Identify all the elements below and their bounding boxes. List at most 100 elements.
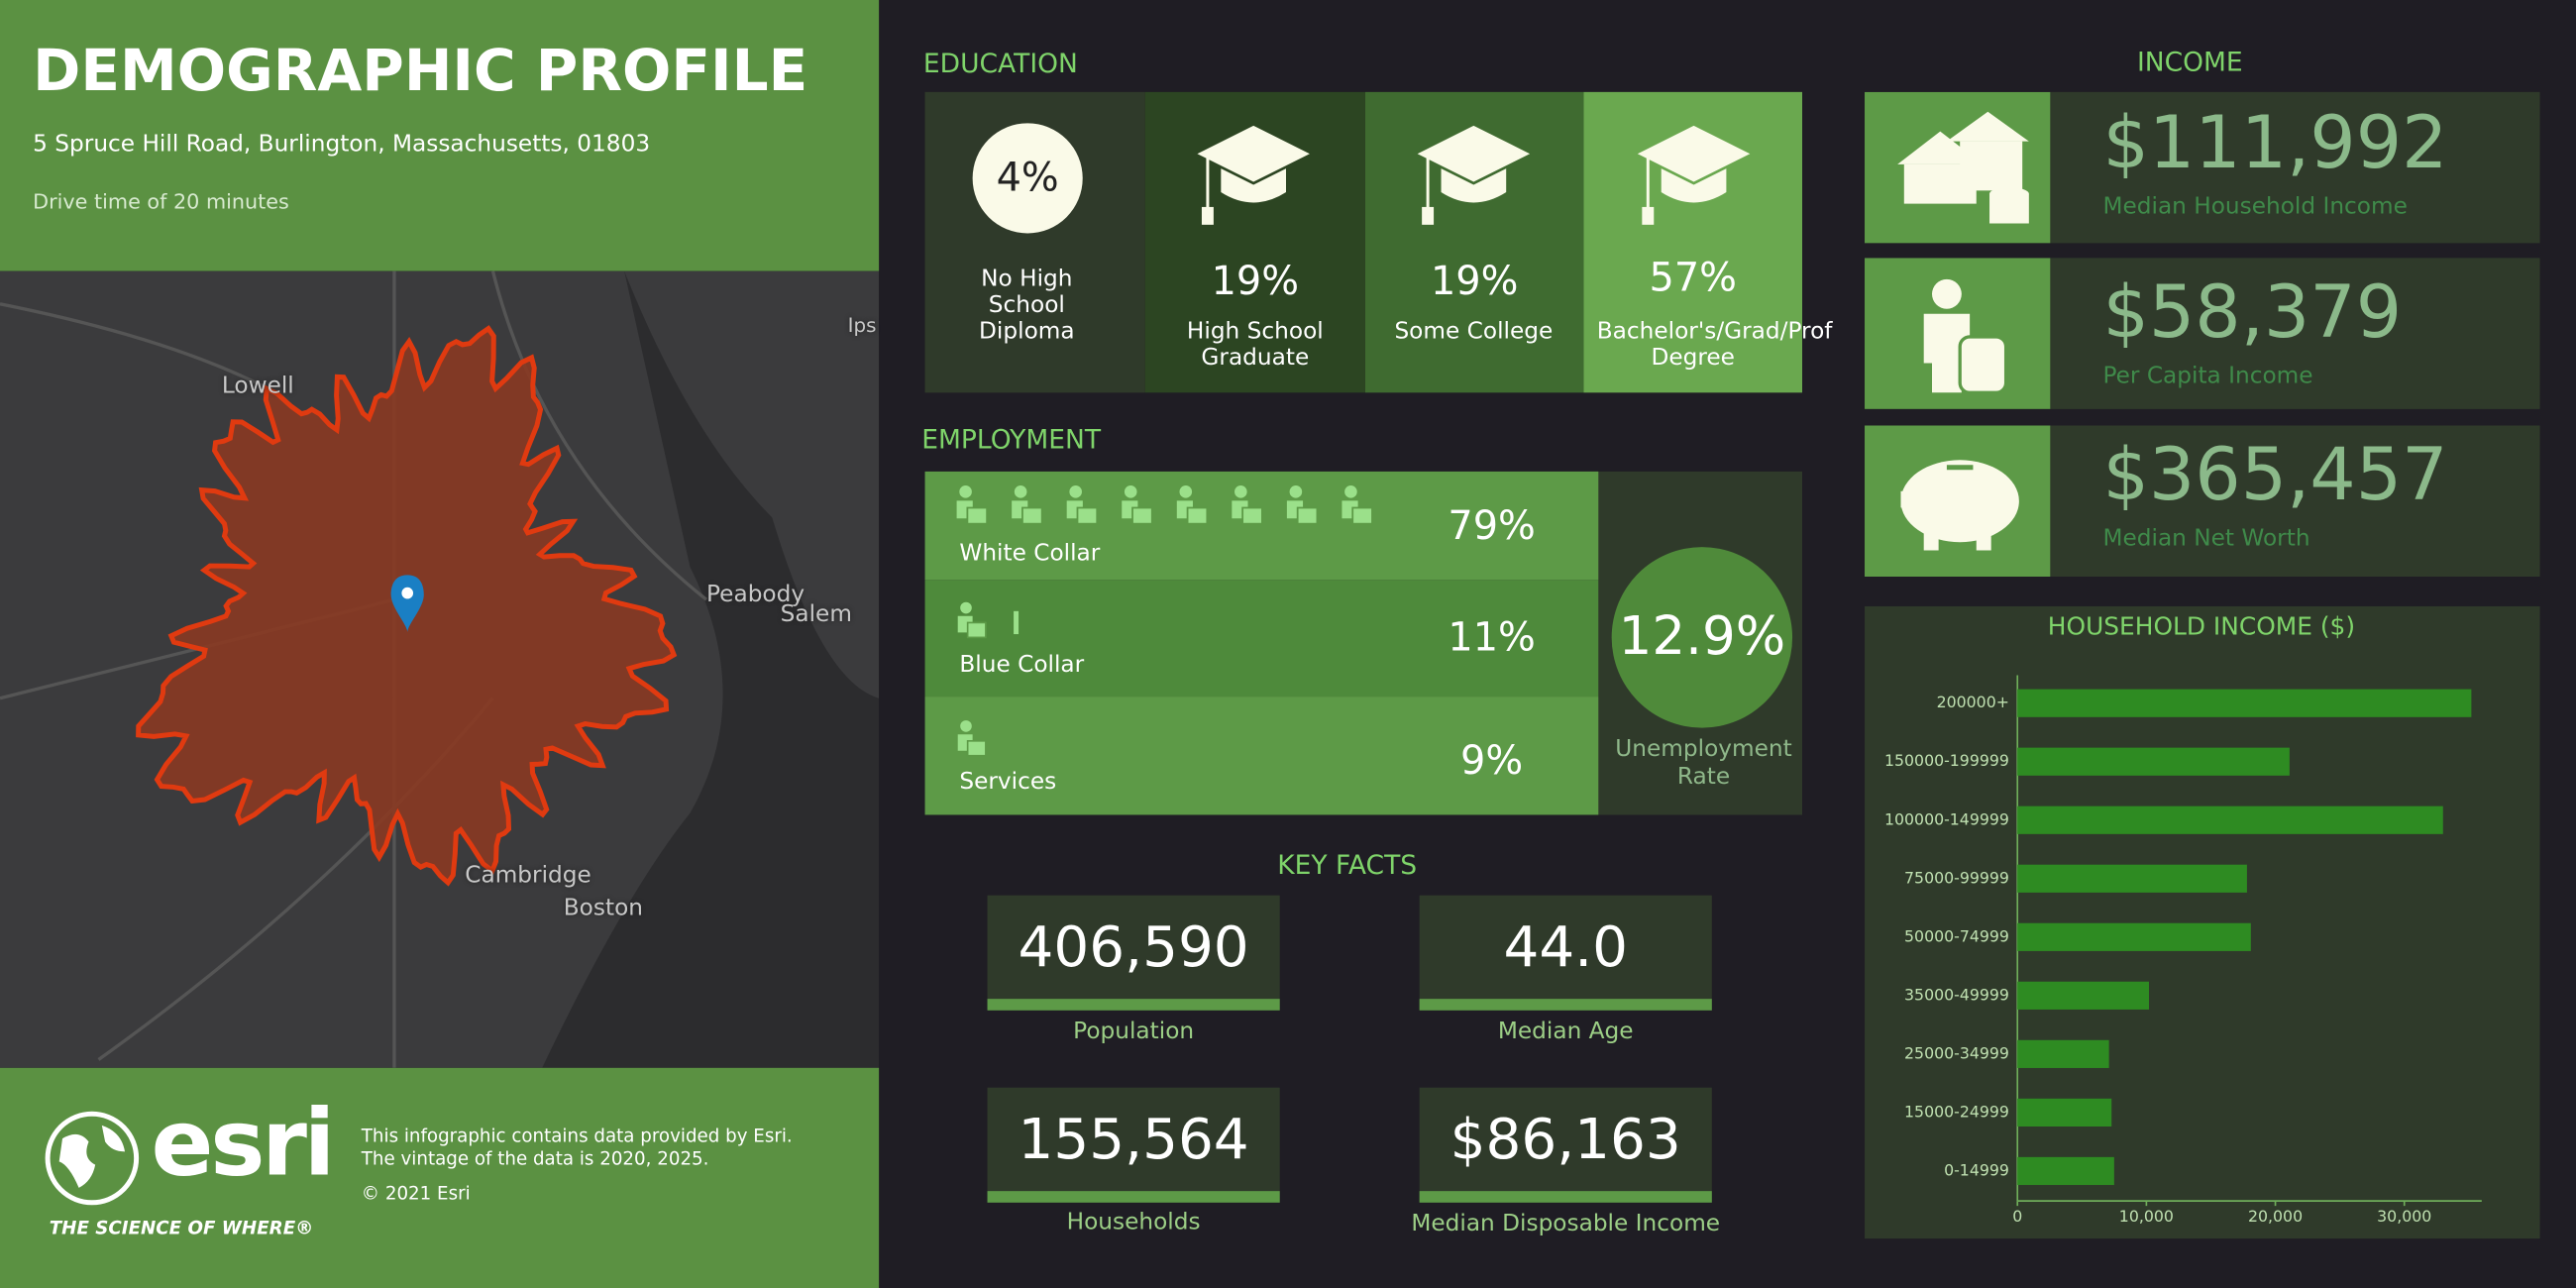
map-label: Ips [847, 313, 877, 337]
person-icon [1865, 258, 2051, 409]
subtitle: Drive time of 20 minutes [33, 188, 289, 214]
esri-tagline: THE SCIENCE OF WHERE® [49, 1217, 314, 1239]
fact-label: Households [1066, 1209, 1201, 1235]
fact-label: Median Disposable Income [1411, 1211, 1721, 1237]
emp-row [924, 471, 1599, 581]
map-label: Peabody [706, 581, 805, 608]
map-label: Cambridge [465, 862, 591, 890]
emp-row [924, 697, 1599, 815]
bar [2017, 1156, 2114, 1186]
y-tick-label: 25000-34999 [1904, 1043, 2009, 1062]
cap-icon [1636, 124, 1752, 227]
cap-icon [1195, 124, 1312, 227]
esri-brand: esri [151, 1091, 336, 1198]
edu-label: Some College [1394, 318, 1554, 346]
cap-icon [1416, 124, 1532, 227]
worker-icon [1011, 484, 1043, 525]
worker-icon [1121, 484, 1153, 525]
emp-value: 11% [1448, 614, 1536, 661]
x-tick-label: 20,000 [2248, 1207, 2303, 1226]
edu-value: 57% [1649, 255, 1737, 301]
worker-icon [955, 484, 989, 525]
worker-icons [955, 484, 1373, 525]
x-tick-label: 30,000 [2377, 1207, 2431, 1226]
fact-value: 155,564 [987, 1087, 1280, 1203]
emp-value: 79% [1448, 502, 1536, 549]
map-label: Lowell [221, 373, 294, 399]
unemp-label: Unemployment Rate [1615, 735, 1792, 791]
map [0, 270, 880, 1068]
bar [2017, 805, 2443, 834]
worker-icon [1175, 484, 1209, 525]
house-icon [1865, 91, 2051, 244]
income-value: $58,379 [2102, 270, 2403, 356]
title: DEMOGRAPHIC PROFILE [33, 39, 808, 106]
map-label: Boston [563, 895, 644, 922]
unemp-circle [1611, 547, 1793, 728]
map-label: Salem [780, 600, 852, 628]
fact-label: Median Age [1497, 1019, 1634, 1045]
y-tick-label: 200000+ [1937, 693, 2009, 711]
footer-panel [0, 1067, 880, 1288]
fact-value: $86,163 [1419, 1087, 1712, 1203]
footer-line: The vintage of the data is 2020, 2025. [361, 1148, 709, 1170]
income-label: Median Net Worth [2102, 525, 2310, 553]
esri-globe [45, 1111, 140, 1206]
income-label: Median Household Income [2102, 193, 2408, 221]
worker-icon [1065, 484, 1099, 525]
piggy-icon [1865, 425, 2051, 578]
emp-label: Blue Collar [959, 652, 1085, 679]
y-tick-label: 35000-49999 [1904, 985, 2009, 1004]
worker-icon [1231, 484, 1263, 525]
edu-label: Bachelor's/Grad/Prof Degree [1596, 318, 1833, 372]
edu-value: 19% [1430, 258, 1519, 304]
worker-icons [956, 719, 987, 757]
unemp-value: 12.9% [1618, 604, 1786, 668]
header-panel [0, 0, 880, 271]
edu-value: 19% [1211, 258, 1300, 304]
edu-value: 4% [996, 154, 1059, 201]
worker-icons [956, 600, 1020, 639]
section-title: INCOME [2136, 46, 2243, 77]
emp-label: White Collar [959, 540, 1101, 568]
income-label: Per Capita Income [2102, 363, 2313, 389]
footer-line: This infographic contains data provided … [361, 1125, 793, 1147]
bar [2017, 747, 2290, 776]
section-title: EDUCATION [922, 48, 1078, 79]
y-tick-label: 150000-199999 [1884, 751, 2009, 770]
edu-label: High School Graduate [1186, 318, 1324, 372]
y-tick-label: 75000-99999 [1904, 868, 2009, 887]
address: 5 Spruce Hill Road, Burlington, Massachu… [33, 131, 651, 159]
y-tick-label: 15000-24999 [1904, 1102, 2009, 1121]
emp-row [924, 580, 1599, 698]
y-tick-label: 0-14999 [1944, 1160, 2009, 1179]
edu-circle [972, 123, 1083, 234]
fact-value: 406,590 [987, 895, 1280, 1011]
footer-line: © 2021 Esri [361, 1182, 471, 1205]
emp-label: Services [959, 769, 1057, 796]
income-value: $365,457 [2102, 433, 2448, 518]
y-tick-label: 50000-74999 [1904, 926, 2009, 945]
bar [2017, 1098, 2112, 1127]
edu-label: No High School Diploma [979, 266, 1075, 346]
y-tick-label: 100000-149999 [1884, 809, 2009, 828]
emp-value: 9% [1460, 737, 1524, 784]
worker-icons [953, 484, 1397, 537]
bar [2017, 1039, 2109, 1068]
section-title: KEY FACTS [1277, 849, 1418, 881]
x-tick-label: 0 [2012, 1207, 2022, 1226]
fact-label: Population [1073, 1019, 1195, 1045]
worker-icon [1285, 484, 1319, 525]
bar-chart: HOUSEHOLD INCOME ($) 0 10,000 20,000 30,000… [1865, 605, 2540, 1239]
bar [2017, 922, 2251, 951]
section-title: EMPLOYMENT [921, 423, 1102, 456]
x-tick-label: 10,000 [2119, 1207, 2174, 1226]
fact-value: 44.0 [1419, 895, 1712, 1011]
bar [2017, 689, 2472, 717]
chart-title: HOUSEHOLD INCOME ($) [2048, 611, 2355, 640]
bar [2017, 981, 2149, 1010]
income-value: $111,992 [2102, 101, 2448, 186]
bar [2017, 864, 2247, 893]
